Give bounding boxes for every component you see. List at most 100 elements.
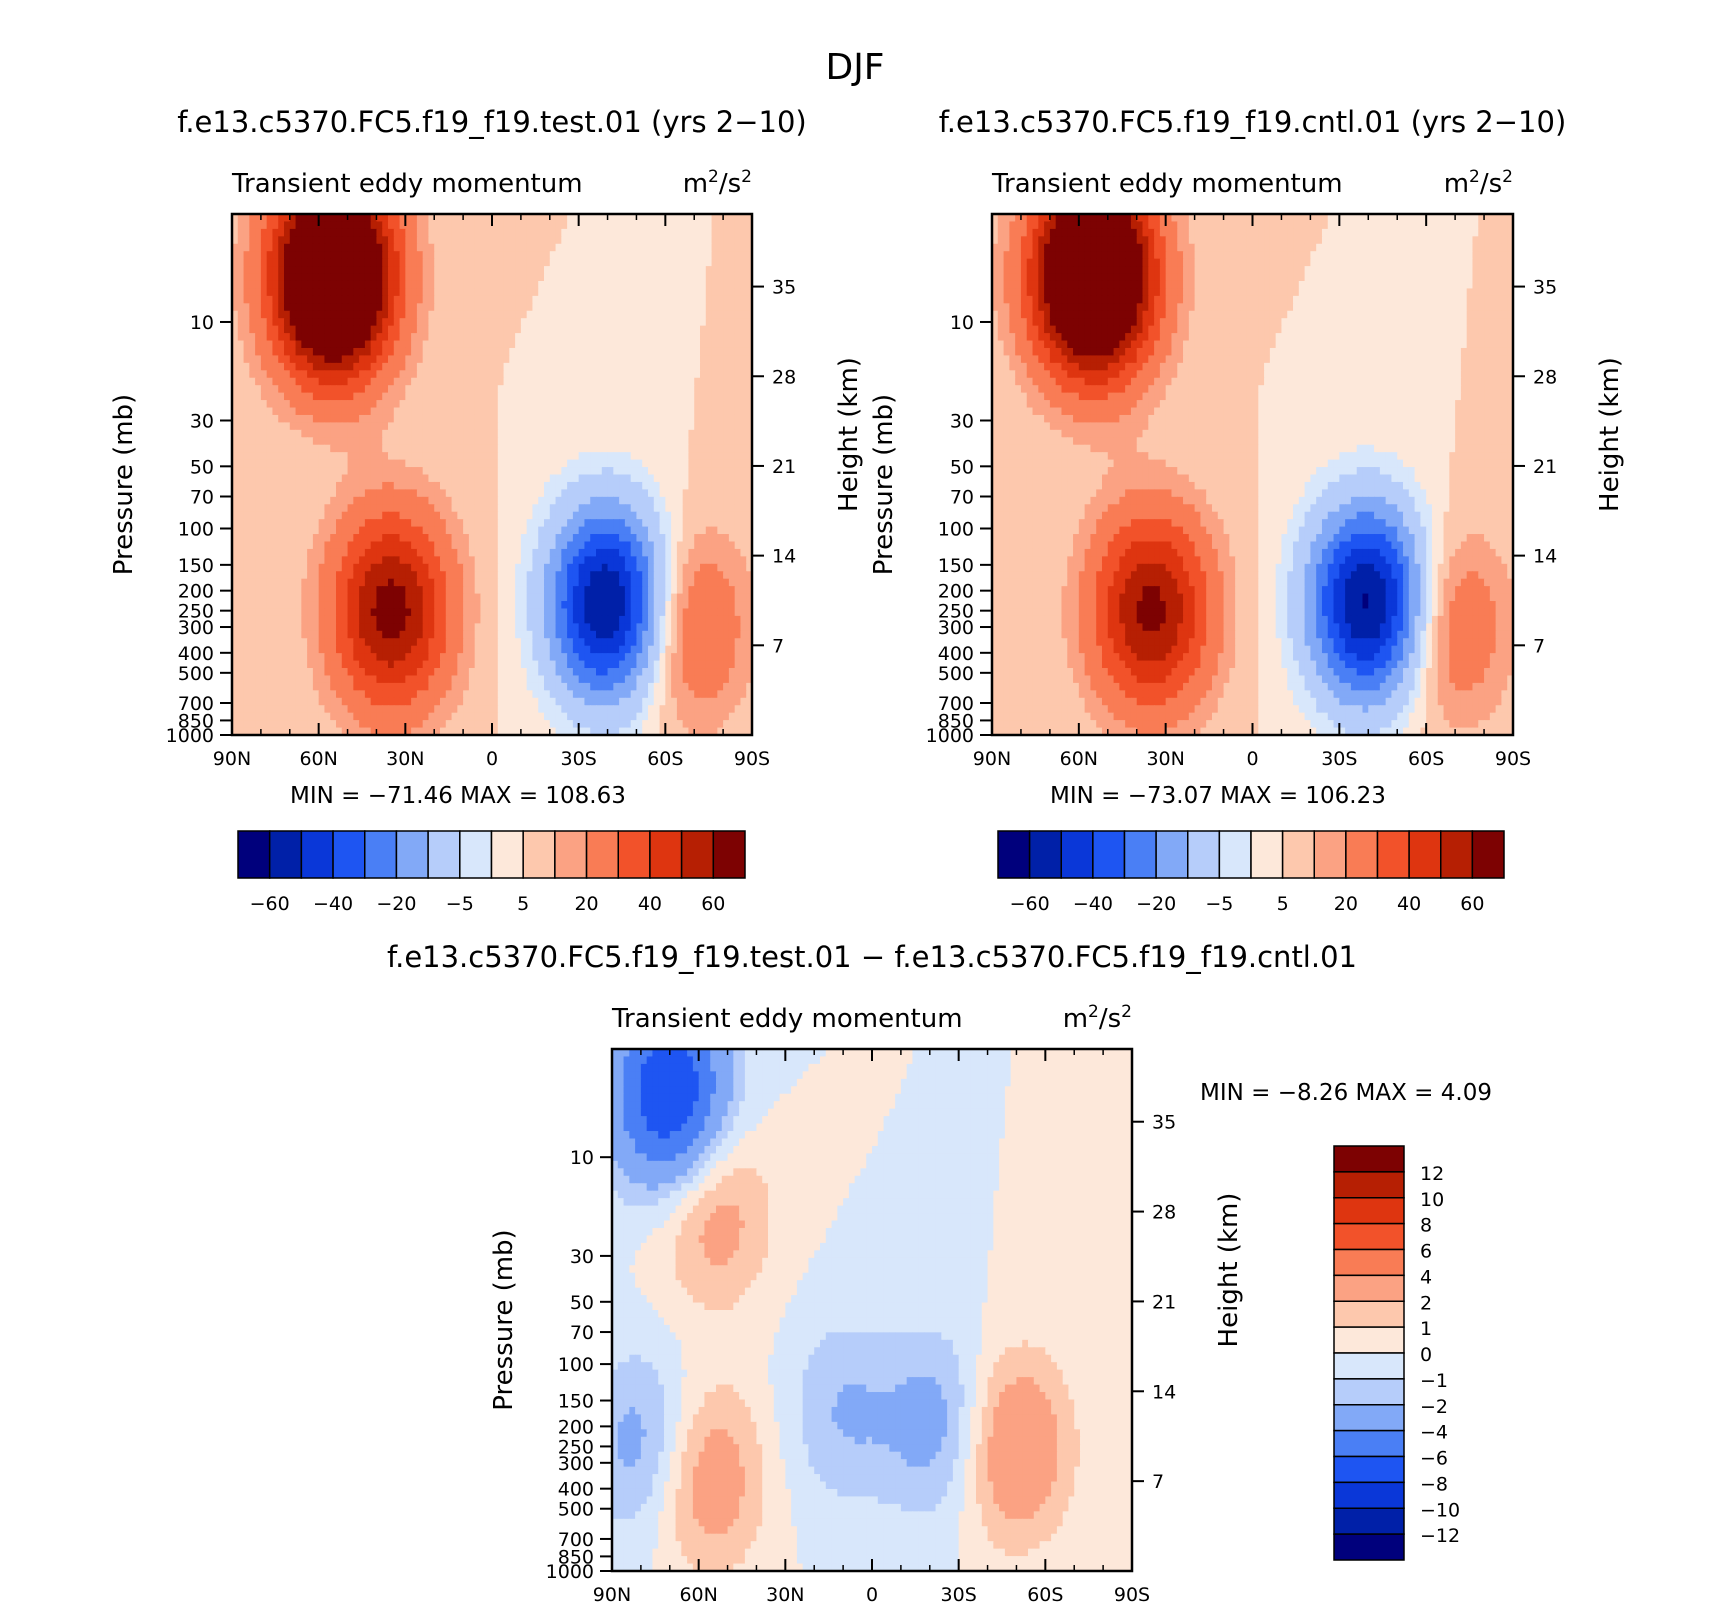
- contour-cell: [642, 251, 649, 260]
- units-exponent-2: 2: [741, 167, 752, 187]
- contour-cell: [382, 214, 389, 223]
- contour-cell: [457, 258, 464, 267]
- contour-cell: [607, 534, 614, 543]
- contour-cell: [549, 400, 557, 409]
- contour-cell: [596, 303, 603, 312]
- contour-cell: [515, 578, 522, 587]
- contour-cell: [515, 615, 522, 624]
- contour-cell: [353, 481, 360, 490]
- contour-cell: [278, 623, 285, 632]
- contour-cell: [642, 556, 649, 565]
- contour-cell: [590, 266, 597, 275]
- contour-cell: [728, 467, 736, 476]
- contour-cell: [295, 571, 302, 580]
- contour-cell: [312, 586, 320, 595]
- contour-cell: [676, 370, 684, 379]
- contour-cell: [399, 407, 406, 416]
- contour-cell: [324, 608, 331, 617]
- contour-cell: [434, 414, 441, 423]
- contour-cell: [619, 280, 626, 290]
- contour-cell: [284, 243, 291, 252]
- contour-cell: [723, 422, 730, 431]
- contour-cell: [538, 407, 545, 416]
- contour-cell: [272, 251, 279, 260]
- contour-cell: [601, 228, 609, 237]
- contour-cell: [393, 452, 401, 461]
- contour-cell: [584, 496, 591, 505]
- contour-cell: [416, 310, 424, 319]
- contour-cell: [405, 563, 412, 572]
- contour-cell: [405, 333, 412, 342]
- contour-cell: [370, 385, 378, 394]
- contour-cell: [630, 214, 638, 223]
- contour-cell: [440, 429, 447, 438]
- contour-cell: [497, 303, 505, 312]
- contour-cell: [376, 251, 383, 260]
- contour-cell: [255, 511, 262, 520]
- contour-cell: [353, 333, 360, 342]
- contour-cell: [503, 295, 510, 304]
- contour-cell: [503, 459, 510, 468]
- contour-cell: [630, 481, 638, 490]
- contour-cell: [260, 377, 268, 386]
- contour-cell: [584, 251, 591, 260]
- contour-cell: [301, 422, 308, 431]
- contour-cell: [255, 400, 262, 409]
- contour-cell: [544, 467, 551, 476]
- contour-cell: [590, 355, 597, 364]
- contour-cell: [301, 355, 308, 364]
- contour-cell: [705, 266, 713, 275]
- contour-cell: [416, 608, 424, 617]
- contour-cell: [728, 571, 736, 580]
- contour-cell: [590, 563, 597, 572]
- contour-cell: [312, 563, 320, 572]
- contour-cell: [630, 504, 638, 513]
- contour-cell: [723, 251, 730, 260]
- contour-cell: [318, 214, 326, 223]
- contour-cell: [700, 519, 707, 528]
- contour-cell: [416, 615, 424, 624]
- contour-cell: [549, 571, 557, 580]
- contour-cell: [590, 437, 597, 446]
- contour-cell: [440, 586, 447, 595]
- contour-cell: [359, 556, 366, 565]
- contour-cell: [578, 563, 586, 572]
- contour-cell: [336, 385, 343, 394]
- contour-cell: [370, 519, 378, 528]
- contour-cell: [416, 593, 424, 602]
- contour-cell: [711, 236, 718, 245]
- contour-cell: [561, 601, 568, 610]
- contour-cell: [284, 548, 291, 557]
- contour-cell: [648, 548, 655, 557]
- contour-cell: [255, 437, 262, 446]
- contour-cell: [272, 459, 279, 468]
- contour-cell: [388, 526, 395, 535]
- contour-cell: [717, 593, 724, 602]
- contour-cell: [486, 578, 493, 587]
- contour-cell: [388, 400, 395, 409]
- contour-cell: [688, 340, 695, 349]
- contour-cell: [457, 273, 464, 282]
- contour-cell: [301, 526, 308, 535]
- contour-cell: [682, 280, 690, 290]
- contour-cell: [474, 400, 482, 409]
- contour-cell: [474, 556, 482, 565]
- contour-cell: [590, 370, 597, 379]
- contour-cell: [440, 243, 447, 252]
- contour-cell: [492, 266, 499, 275]
- contour-cell: [613, 355, 620, 364]
- contour-cell: [312, 407, 320, 416]
- contour-cell: [671, 519, 678, 528]
- contour-cell: [561, 563, 568, 572]
- contour-cell: [694, 459, 701, 468]
- contour-cell: [451, 333, 458, 342]
- contour-cell: [711, 221, 718, 230]
- contour-cell: [243, 295, 250, 304]
- contour-cell: [451, 236, 458, 245]
- contour-cell: [353, 459, 360, 468]
- contour-cell: [411, 251, 418, 260]
- contour-cell: [653, 266, 661, 275]
- contour-cell: [474, 221, 482, 230]
- contour-cell: [243, 444, 250, 453]
- contour-cell: [700, 333, 707, 342]
